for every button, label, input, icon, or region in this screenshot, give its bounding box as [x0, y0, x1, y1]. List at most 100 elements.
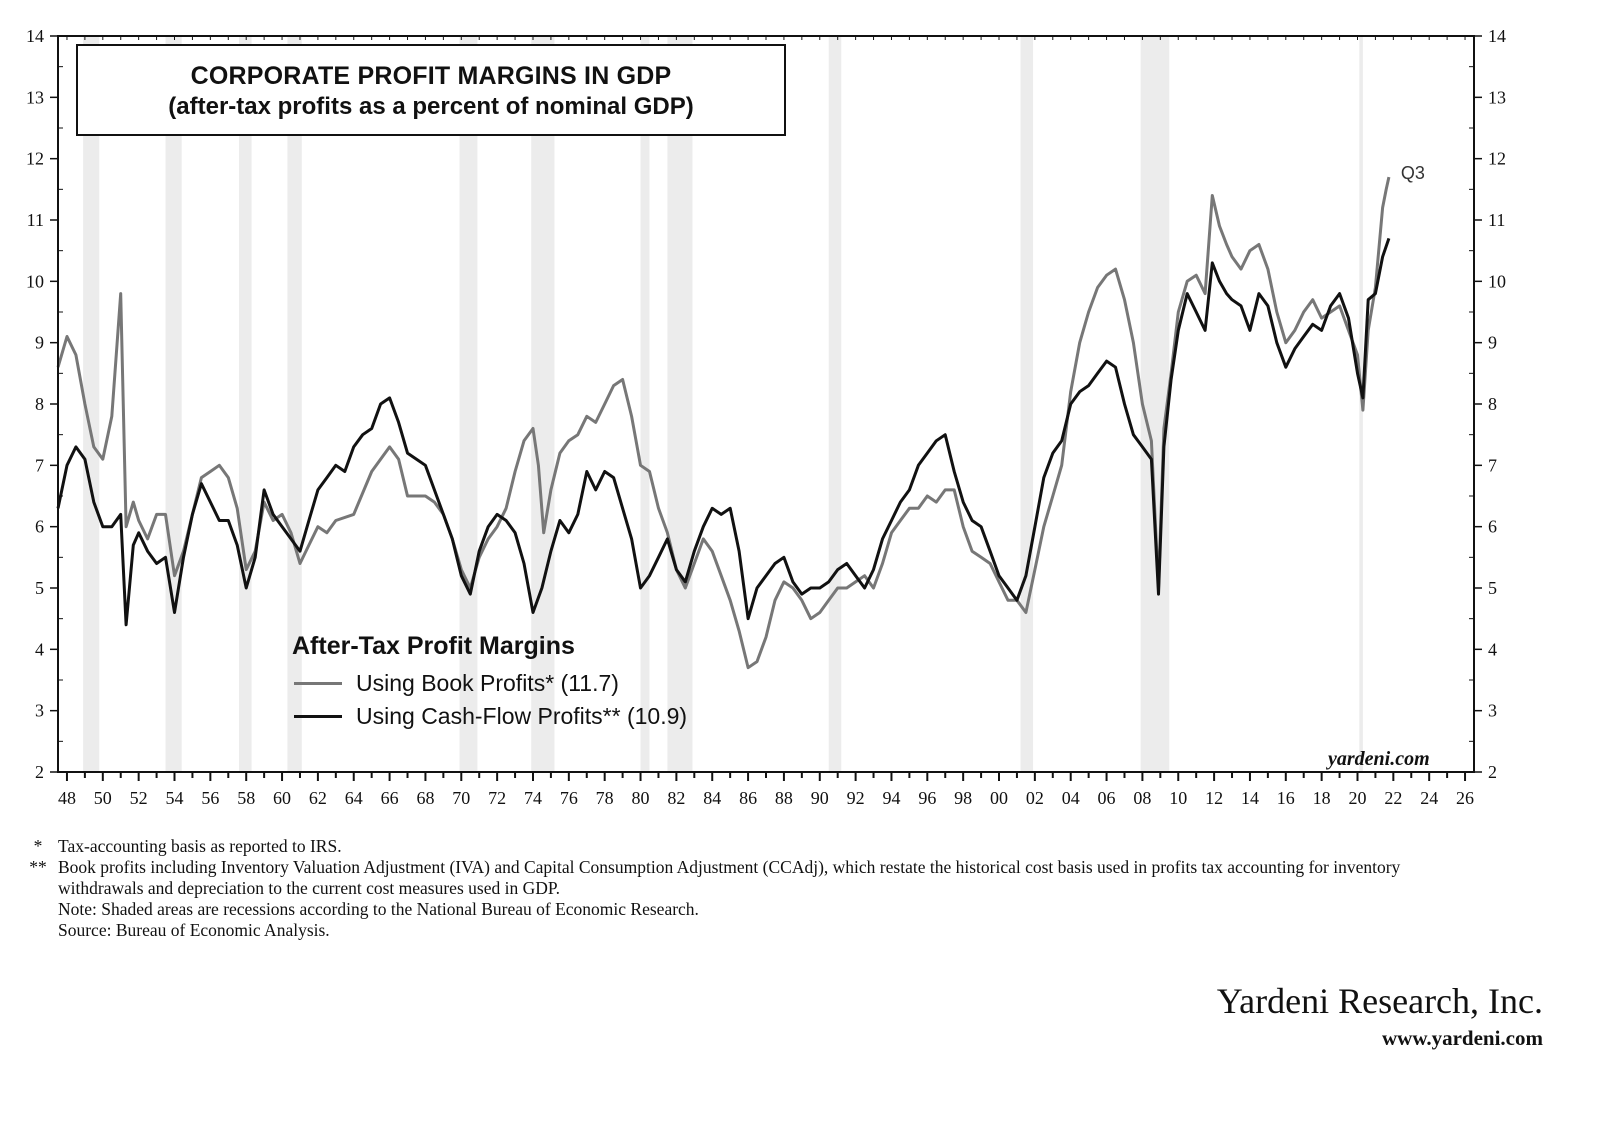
y-tick-label-right: 6: [1488, 517, 1497, 537]
y-tick-label-left: 9: [35, 333, 44, 353]
annotation-q3: Q3: [1401, 163, 1425, 183]
recession-band: [1140, 36, 1170, 772]
y-tick-label-left: 10: [26, 271, 44, 291]
company-block: Yardeni Research, Inc. www.yardeni.com: [1217, 980, 1543, 1051]
y-tick-label-left: 6: [35, 517, 44, 537]
y-tick-label-left: 3: [35, 701, 44, 721]
legend-label-book: Using Book Profits* (11.7): [356, 670, 619, 696]
x-tick-label: 12: [1205, 788, 1223, 808]
footnote-row: Note: Shaded areas are recessions accord…: [18, 899, 1468, 920]
plot-frame: [57, 35, 1475, 773]
y-tick-label-right: 7: [1488, 455, 1497, 475]
watermark: yardeni.com: [1328, 748, 1430, 770]
y-tick-label-left: 8: [35, 394, 44, 414]
y-tick-label-left: 5: [35, 578, 44, 598]
y-tick-label-left: 2: [35, 762, 44, 782]
y-tick-label-left: 7: [35, 455, 44, 475]
legend-swatch-cashflow: [294, 715, 342, 718]
footnote-text: Source: Bureau of Economic Analysis.: [58, 920, 330, 940]
series-lines: [56, 176, 1391, 670]
y-tick-label-right: 10: [1488, 271, 1506, 291]
legend-title: After-Tax Profit Margins: [292, 632, 575, 660]
x-tick-label: 76: [560, 788, 578, 808]
y-tick-label-right: 12: [1488, 149, 1506, 169]
recession-band: [531, 36, 555, 772]
x-tick-label: 50: [94, 788, 112, 808]
series-line-book-profits: [56, 176, 1391, 670]
y-tick-label-left: 12: [26, 149, 44, 169]
footnote-text: Tax-accounting basis as reported to IRS.: [58, 836, 342, 856]
recession-band: [640, 36, 650, 772]
footnote-row: * Tax-accounting basis as reported to IR…: [18, 836, 1468, 857]
footnote-mark: *: [33, 836, 43, 856]
x-tick-label: 92: [847, 788, 865, 808]
x-tick-label: 64: [345, 788, 363, 808]
y-tick-label-right: 14: [1488, 26, 1506, 46]
x-tick-label: 22: [1384, 788, 1402, 808]
x-tick-label: 52: [130, 788, 148, 808]
x-tick-label: 66: [381, 788, 399, 808]
legend: After-Tax Profit Margins Using Book Prof…: [292, 632, 687, 733]
footnote-text: Book profits including Inventory Valuati…: [58, 857, 1401, 898]
y-tick-label-left: 14: [26, 26, 44, 46]
company-name: Yardeni Research, Inc.: [1216, 981, 1543, 1021]
recession-band: [287, 36, 302, 772]
x-tick-label: 56: [201, 788, 219, 808]
y-tick-label-right: 9: [1488, 333, 1497, 353]
series-line-cashflow-profits: [56, 237, 1391, 627]
recession-band: [83, 36, 100, 772]
x-tick-label: 98: [954, 788, 972, 808]
recession-band: [828, 36, 842, 772]
company-url[interactable]: www.yardeni.com: [1382, 1026, 1543, 1050]
x-tick-label: 72: [488, 788, 506, 808]
x-tick-label: 58: [237, 788, 255, 808]
x-tick-label: 26: [1456, 788, 1474, 808]
x-tick-label: 88: [775, 788, 793, 808]
y-tick-label-right: 3: [1488, 701, 1497, 721]
y-tick-label-right: 13: [1488, 87, 1506, 107]
footnote-mark: [18, 920, 58, 941]
x-tick-label: 20: [1348, 788, 1366, 808]
y-tick-label-right: 4: [1488, 639, 1497, 659]
x-tick-label: 82: [667, 788, 685, 808]
legend-item-book-profits: Using Book Profits* (11.7): [292, 667, 687, 700]
x-tick-label: 90: [811, 788, 829, 808]
chart-subtitle: (after-tax profits as a percent of nomin…: [168, 93, 694, 120]
x-tick-label: 06: [1098, 788, 1116, 808]
x-tick-label: 14: [1241, 788, 1259, 808]
y-tick-label-left: 11: [27, 210, 44, 230]
x-tick-label: 02: [1026, 788, 1044, 808]
x-tick-label: 10: [1169, 788, 1187, 808]
legend-label-cashflow: Using Cash-Flow Profits** (10.9): [356, 703, 688, 729]
y-tick-label-right: 5: [1488, 578, 1497, 598]
x-tick-label: 68: [416, 788, 434, 808]
recession-band: [667, 36, 693, 772]
x-tick-label: 00: [990, 788, 1008, 808]
y-tick-label-left: 13: [26, 87, 44, 107]
x-tick-label: 62: [309, 788, 327, 808]
x-tick-label: 08: [1133, 788, 1151, 808]
recession-band: [239, 36, 252, 772]
footnote-text: Note: Shaded areas are recessions accord…: [58, 899, 699, 919]
y-tick-label-right: 11: [1488, 210, 1505, 230]
legend-item-cashflow-profits: Using Cash-Flow Profits** (10.9): [292, 700, 687, 733]
chart-title: CORPORATE PROFIT MARGINS IN GDP: [190, 62, 672, 90]
recession-band: [1020, 36, 1034, 772]
axis-ticks: [50, 35, 1482, 781]
footnotes: * Tax-accounting basis as reported to IR…: [18, 836, 1468, 941]
recession-band: [165, 36, 182, 772]
legend-swatch-book: [294, 682, 342, 685]
y-tick-label-right: 8: [1488, 394, 1497, 414]
x-tick-label: 54: [166, 788, 184, 808]
footnote-mark: **: [29, 857, 47, 877]
x-tick-label: 60: [273, 788, 291, 808]
x-tick-label: 24: [1420, 788, 1438, 808]
footnote-mark: [18, 899, 58, 920]
x-tick-label: 96: [918, 788, 936, 808]
y-tick-label-left: 4: [35, 639, 44, 659]
x-tick-label: 74: [524, 788, 542, 808]
x-tick-label: 78: [596, 788, 614, 808]
x-tick-label: 84: [703, 788, 721, 808]
